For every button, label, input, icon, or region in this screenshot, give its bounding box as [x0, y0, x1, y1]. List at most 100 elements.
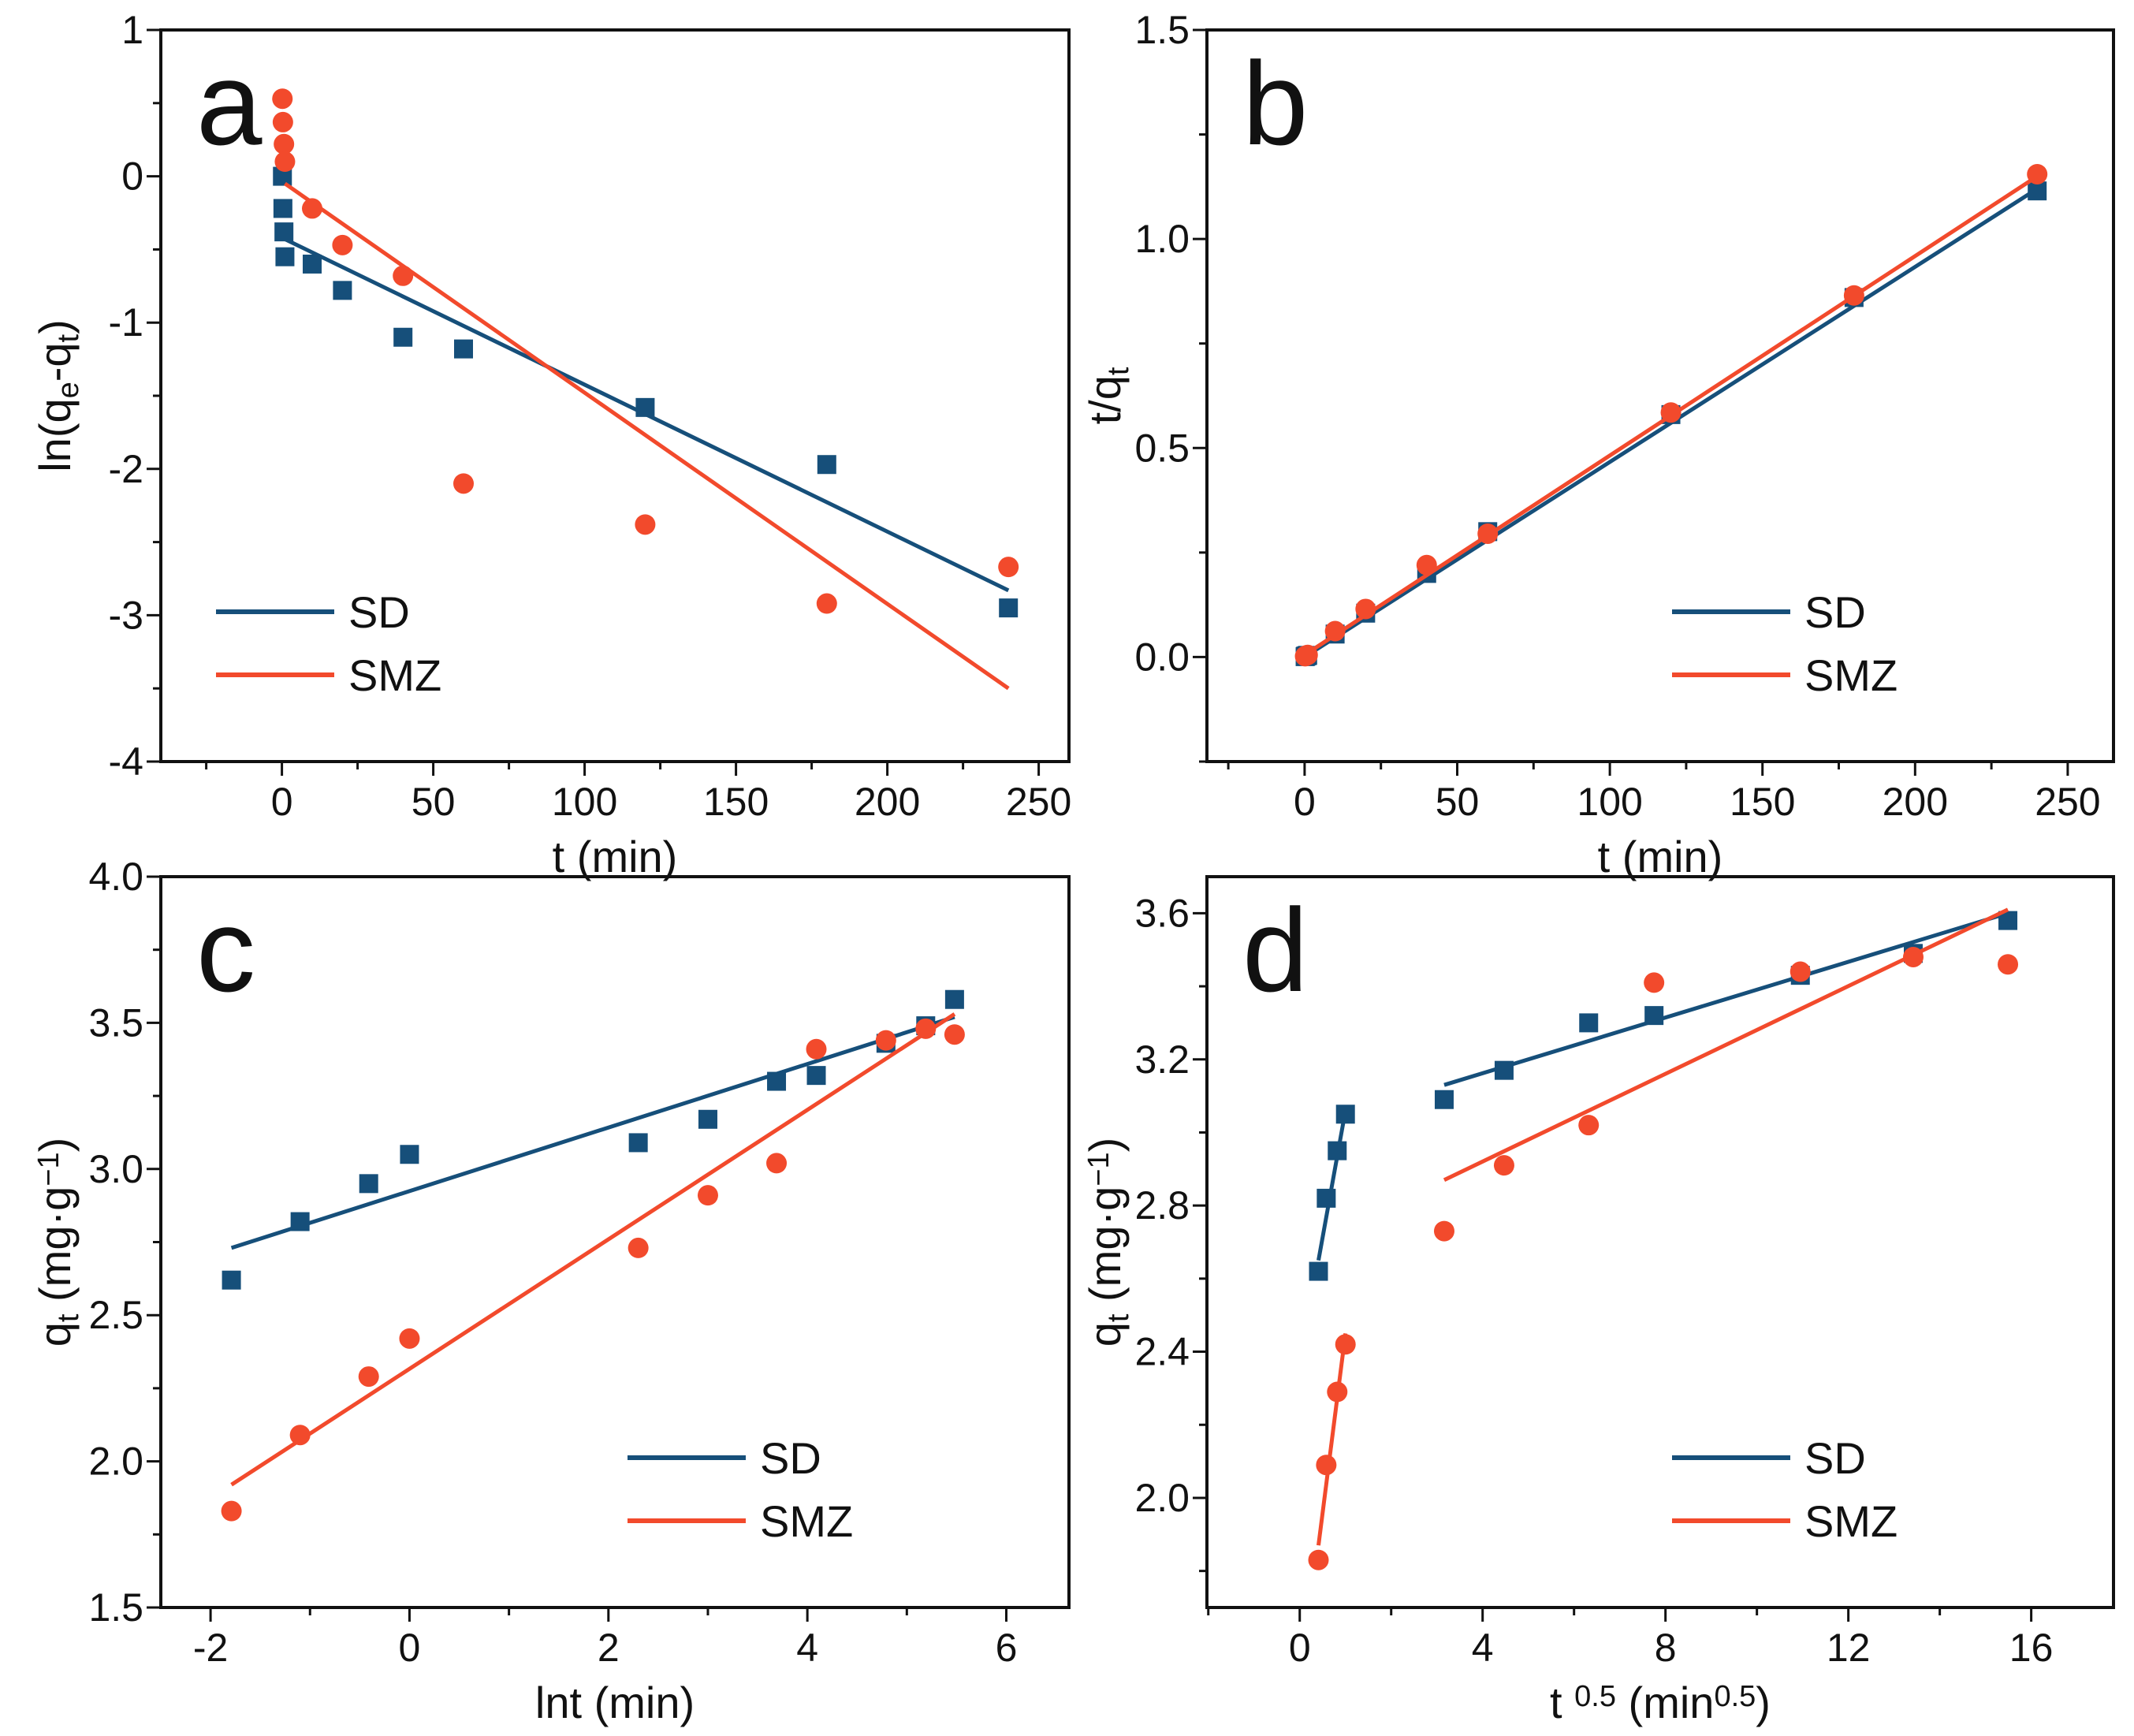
series-sd [273, 166, 1019, 618]
x-tick-label: 200 [1883, 780, 1948, 824]
x-tick-label: 4 [1472, 1626, 1494, 1670]
x-axis-label: lnt (min) [535, 1678, 695, 1727]
data-point-square [698, 1109, 717, 1129]
x-tick-label: 0 [271, 780, 293, 824]
label-part: ) [1080, 1138, 1130, 1153]
y-axis-label: qt (mg·g−1) [30, 1138, 85, 1347]
x-tick-label: 50 [1436, 780, 1480, 824]
label-part: t [1102, 367, 1135, 375]
data-point-circle [1902, 946, 1924, 967]
label-part: q [1080, 1322, 1130, 1347]
x-tick-label: 0 [1289, 1626, 1311, 1670]
y-tick-label: 0 [121, 155, 143, 199]
data-point-circle [806, 1038, 827, 1060]
x-tick-label: -2 [193, 1626, 228, 1670]
series-smz [272, 88, 1019, 691]
label-part: lnt (min) [535, 1678, 695, 1727]
data-point-square [1579, 1013, 1599, 1033]
series-smz [1294, 163, 2048, 667]
data-point-circle [1660, 402, 1682, 423]
label-part: (mg·g [30, 1187, 80, 1314]
label-part: q [30, 1322, 80, 1347]
y-tick-label: 2.5 [88, 1293, 143, 1337]
panel-d: 0 4 8 12 162.02.42.83.23.6t 0.5 (min0.5)qt (… [1080, 875, 2115, 1727]
data-point-circle [302, 198, 322, 219]
x-tick-label: 16 [2009, 1626, 2054, 1670]
data-point-square [273, 199, 292, 218]
data-point-square [275, 247, 295, 266]
data-point-circle [1493, 1155, 1514, 1176]
data-point-circle [393, 265, 414, 286]
data-point-circle [221, 1500, 242, 1522]
data-point-circle [1433, 1220, 1454, 1242]
data-point-circle [1324, 620, 1346, 642]
label-part: -q [30, 342, 80, 382]
y-tick-label: 4.0 [88, 855, 143, 899]
x-axis-label: t (min) [1598, 832, 1723, 881]
x-tick-label: 2 [598, 1626, 620, 1670]
plot-frame [159, 28, 1071, 763]
y-tick-label: 1.5 [88, 1585, 143, 1630]
data-point-circle [1316, 1455, 1337, 1476]
legend-label: SD [348, 587, 410, 637]
fit-line [230, 1012, 956, 1487]
fit-line [230, 1015, 955, 1250]
data-point-square [635, 397, 655, 417]
data-point-square [999, 598, 1019, 618]
data-point-circle [358, 1366, 379, 1388]
x-tick-label: 150 [1730, 780, 1795, 824]
data-point-square [222, 1270, 241, 1290]
data-point-square [628, 1133, 648, 1153]
legend-label: SMZ [348, 650, 441, 700]
label-part: ) [30, 1138, 80, 1153]
y-tick-label: 1.0 [1134, 217, 1190, 261]
y-tick-label: 3.6 [1134, 891, 1190, 935]
x-tick-label: 100 [552, 780, 617, 824]
y-tick-label: 1.5 [1134, 8, 1190, 52]
data-point-circle [1578, 1115, 1600, 1136]
data-point-square [1434, 1090, 1454, 1109]
y-tick-label: 0.5 [1134, 426, 1190, 470]
y-tick-label: 2.4 [1134, 1330, 1190, 1374]
fit-line [1317, 1110, 1348, 1261]
fit-line [1317, 1333, 1348, 1546]
data-point-circle [1297, 644, 1318, 665]
data-point-square [393, 327, 413, 347]
legend-label: SMZ [1804, 650, 1898, 700]
y-tick-label: -1 [109, 300, 143, 345]
data-point-square [767, 1071, 787, 1091]
x-tick-label: 0 [399, 1626, 421, 1670]
label-part: t [52, 333, 85, 342]
panel-letter: a [196, 37, 263, 170]
x-axis-label: t (min) [553, 832, 678, 881]
data-point-circle [1355, 598, 1376, 620]
data-point-square [303, 254, 322, 274]
legend-label: SD [760, 1433, 821, 1483]
y-tick-label: -3 [109, 593, 143, 637]
x-tick-label: 12 [1827, 1626, 1871, 1670]
data-point-square [1309, 1261, 1328, 1281]
label-part: t/q [1080, 375, 1130, 424]
y-tick-label: -2 [109, 447, 143, 491]
data-point-circle [289, 1425, 311, 1446]
x-tick-label: 4 [796, 1626, 818, 1670]
data-point-circle [1843, 285, 1864, 306]
label-part: ) [1756, 1678, 1771, 1727]
y-tick-label: 3.2 [1134, 1038, 1190, 1082]
data-point-circle [1416, 554, 1437, 576]
label-part: 0.5 [1574, 1680, 1616, 1713]
label-part: t (min) [1598, 832, 1723, 881]
data-point-circle [2027, 163, 2048, 184]
data-point-square [806, 1066, 826, 1086]
legend-label: SD [1804, 587, 1866, 637]
x-tick-label: 6 [996, 1626, 1018, 1670]
data-point-circle [1477, 523, 1499, 544]
x-tick-label: 50 [412, 780, 456, 824]
y-axis-label: t/qt [1080, 367, 1135, 424]
y-axis-label: ln(qe-qt) [30, 319, 85, 472]
series-sd [1295, 181, 2047, 666]
data-point-square [1317, 1188, 1336, 1208]
panel-b: 0 50 100 150 200 250 0.0 0.5 1.0 1.5 t (min) t/qt b S… [1080, 8, 2115, 881]
y-tick-label: 1 [121, 8, 143, 52]
